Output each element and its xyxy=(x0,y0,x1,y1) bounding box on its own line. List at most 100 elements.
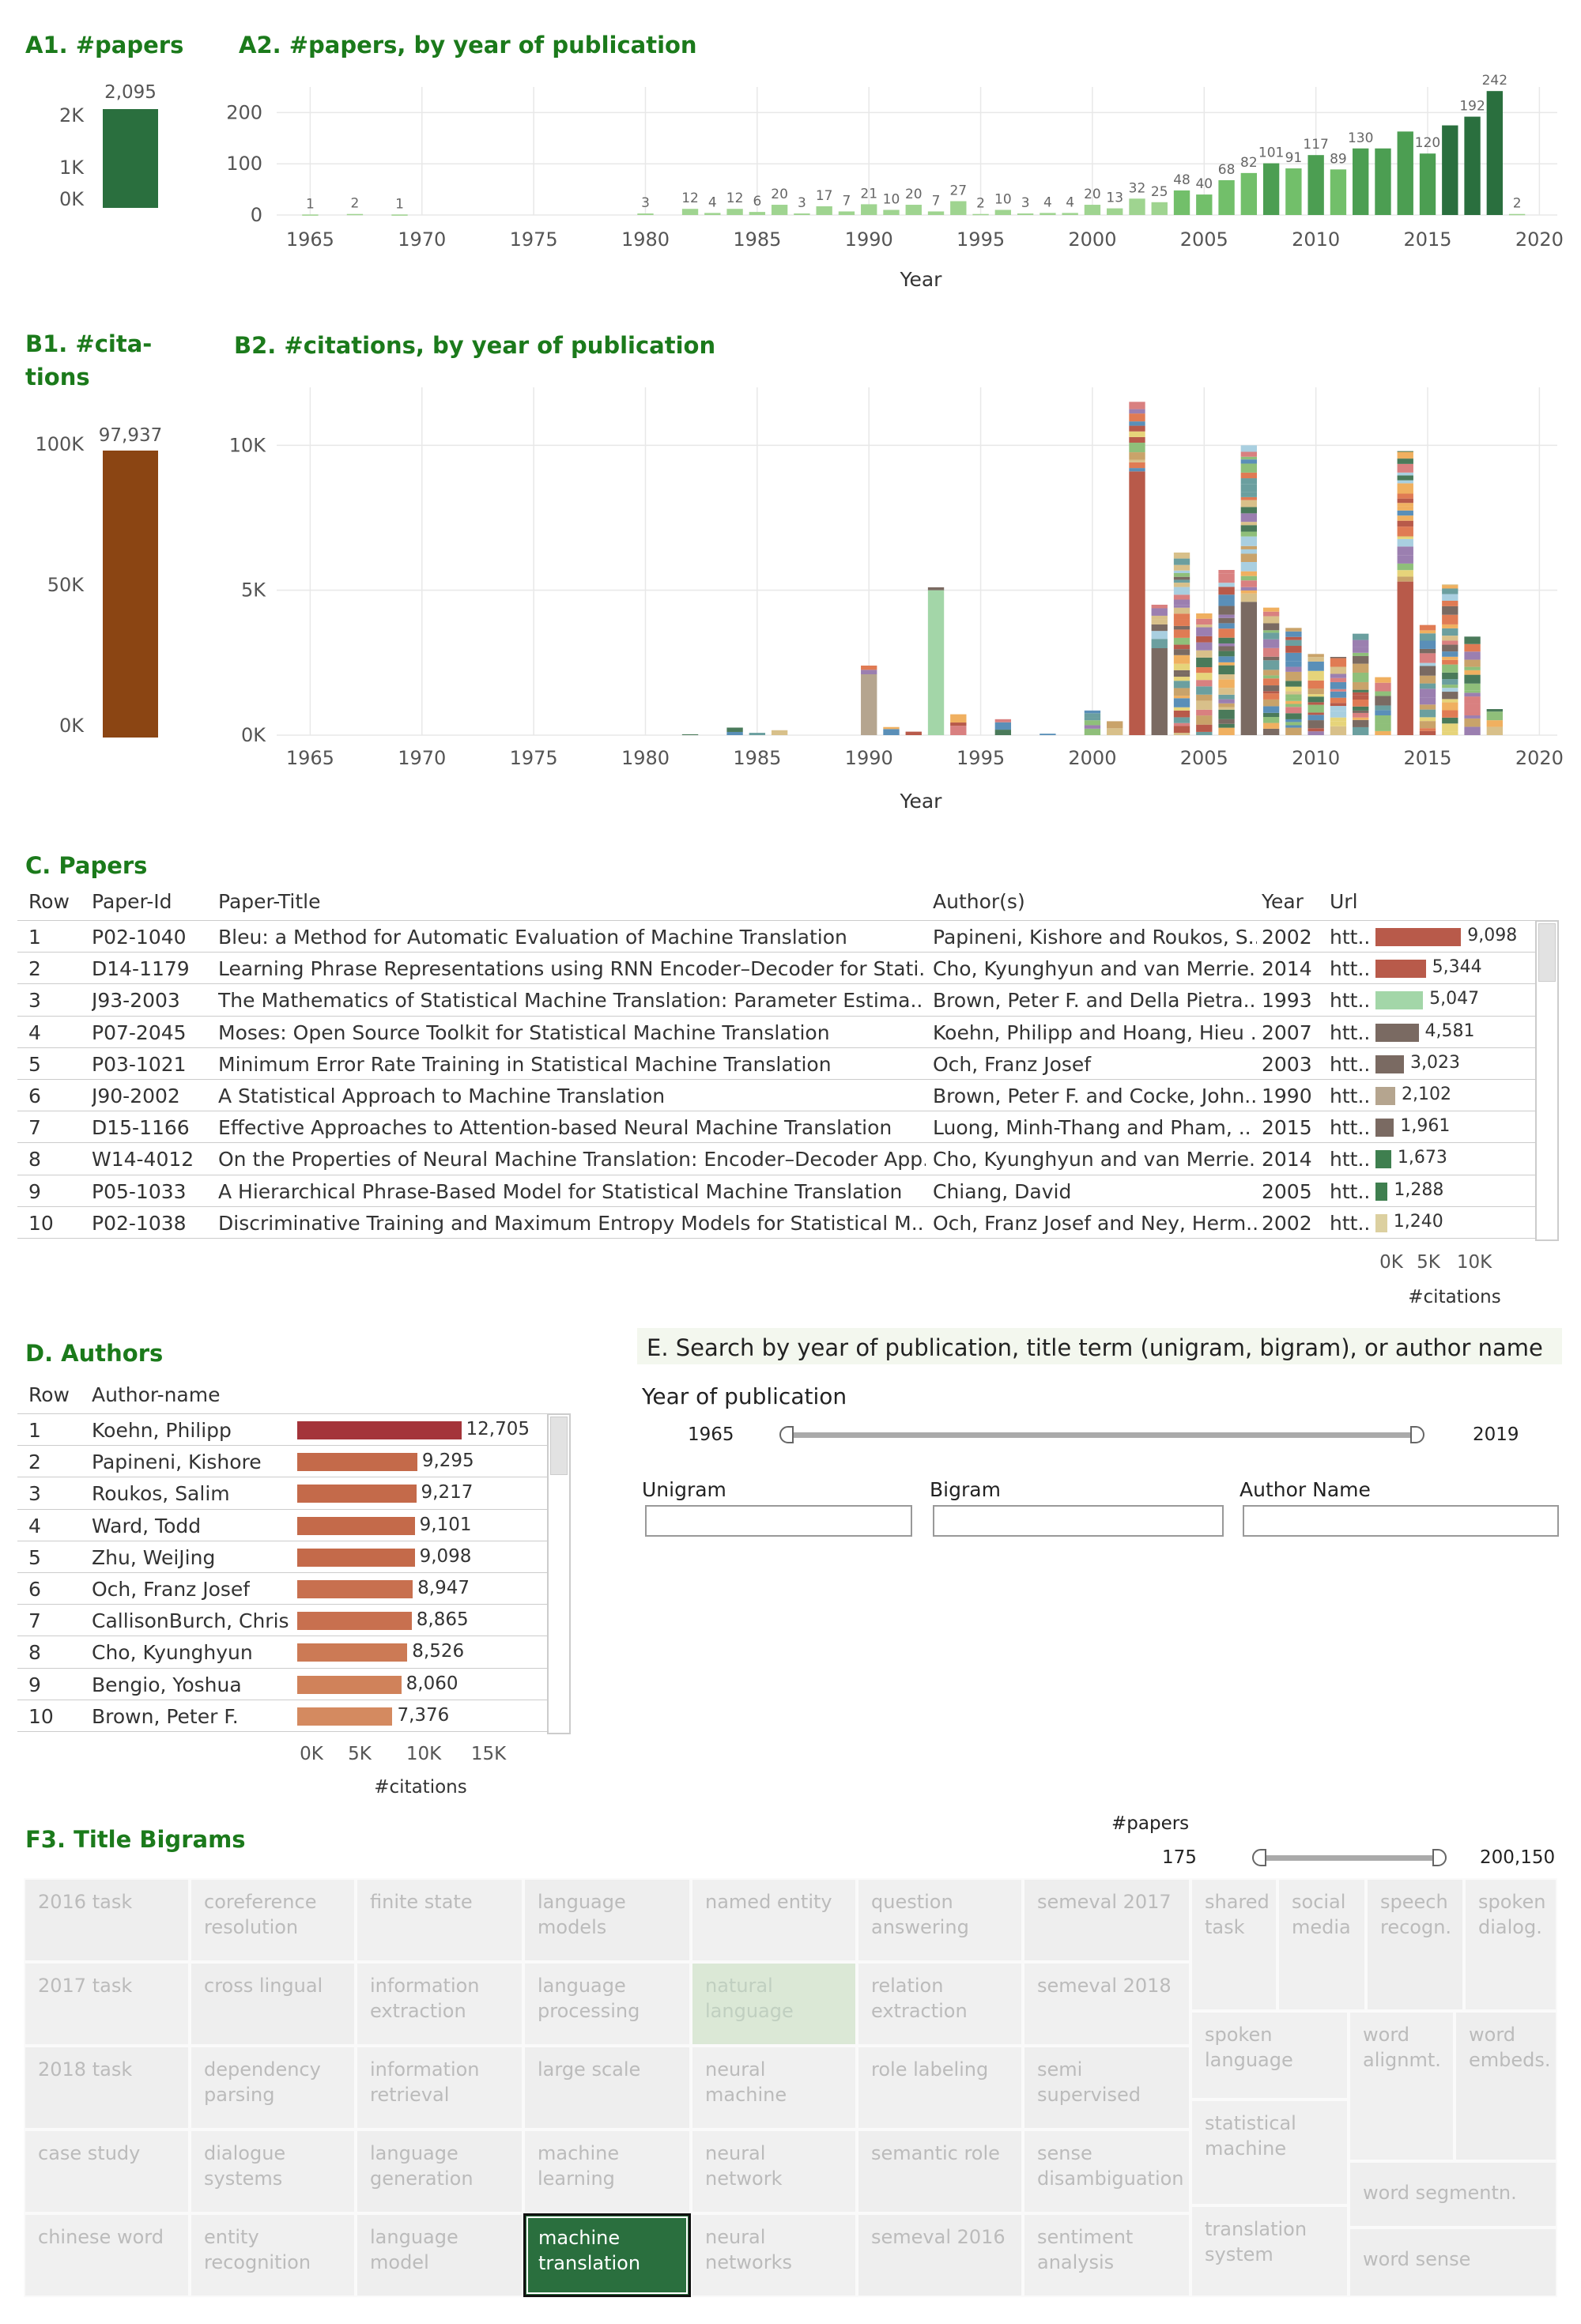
b2-bar-segment[interactable] xyxy=(1218,688,1235,695)
paper-url[interactable]: htt.. xyxy=(1330,1211,1371,1235)
table-row[interactable]: 6 J90-2002 A Statistical Approach to Machi… xyxy=(17,1079,1535,1111)
a2-bar[interactable] xyxy=(794,213,810,215)
b2-bar-segment[interactable] xyxy=(1218,594,1235,600)
bigram-tile[interactable]: translation system xyxy=(1190,2205,1349,2297)
bigram-tile[interactable]: semeval 2016 xyxy=(857,2213,1023,2297)
b2-bar-segment[interactable] xyxy=(1464,636,1481,644)
bigram-tile[interactable]: word alignmt. xyxy=(1349,2011,1455,2161)
b2-bar-segment[interactable] xyxy=(861,674,877,735)
b2-bar-segment[interactable] xyxy=(994,719,1012,722)
b2-bar-segment[interactable] xyxy=(1419,675,1436,684)
table-row[interactable]: 6 Och, Franz Josef 8,947 xyxy=(17,1572,547,1605)
b2-bar-segment[interactable] xyxy=(1419,630,1436,634)
b2-bar-segment[interactable] xyxy=(1464,659,1481,667)
b2-bar-segment[interactable] xyxy=(1285,681,1302,687)
citation-bar[interactable] xyxy=(297,1516,415,1535)
a2-bar[interactable] xyxy=(1017,213,1034,215)
b2-bar-segment[interactable] xyxy=(1285,713,1302,719)
b2-bar-segment[interactable] xyxy=(1353,695,1369,700)
b2-bar-segment[interactable] xyxy=(1262,691,1280,694)
a2-bar[interactable] xyxy=(391,214,408,216)
b2-bar-segment[interactable] xyxy=(1397,458,1413,464)
b2-bar[interactable] xyxy=(883,726,900,735)
citation-bar[interactable] xyxy=(1375,1119,1394,1137)
b2-bar-segment[interactable] xyxy=(1240,472,1258,479)
b2-bar-segment[interactable] xyxy=(1196,667,1213,673)
b2-bar-segment[interactable] xyxy=(1218,646,1235,651)
b2-bar-segment[interactable] xyxy=(1285,666,1302,672)
b2-bar-segment[interactable] xyxy=(1353,710,1369,713)
b2-bar-segment[interactable] xyxy=(1240,445,1258,452)
b2-bar-segment[interactable] xyxy=(1262,660,1280,670)
bigram-tile[interactable]: finite state xyxy=(356,1878,523,1962)
b2-bar[interactable] xyxy=(681,734,699,735)
b2-bar[interactable] xyxy=(927,587,945,735)
b2-bar-segment[interactable] xyxy=(1218,637,1235,643)
b2-bar-segment[interactable] xyxy=(1173,717,1190,723)
b2-bar-segment[interactable] xyxy=(1419,666,1436,676)
b2-bar[interactable] xyxy=(1419,624,1436,735)
b2-bar-segment[interactable] xyxy=(1262,656,1280,661)
b2-bar-segment[interactable] xyxy=(1307,704,1324,713)
b2-bar-segment[interactable] xyxy=(1262,717,1280,723)
b2-bar-segment[interactable] xyxy=(1353,681,1369,690)
b2-bar-segment[interactable] xyxy=(1240,478,1258,485)
b2-bar-segment[interactable] xyxy=(1240,463,1258,473)
b2-bar[interactable] xyxy=(1330,657,1347,735)
b2-bar-segment[interactable] xyxy=(1262,678,1280,686)
b2-bar-segment[interactable] xyxy=(1442,664,1458,673)
b2-bar-segment[interactable] xyxy=(1173,629,1190,638)
paper-url[interactable]: htt.. xyxy=(1330,1021,1371,1044)
b2-bar-segment[interactable] xyxy=(1442,588,1458,594)
b2-bar[interactable] xyxy=(771,730,788,735)
b2-bar-segment[interactable] xyxy=(1218,703,1235,707)
b2-bar-segment[interactable] xyxy=(749,733,766,735)
b2-bar-segment[interactable] xyxy=(1464,718,1481,727)
col-header-year[interactable]: Year xyxy=(1262,890,1304,913)
b2-bar-segment[interactable] xyxy=(1285,691,1302,695)
bigram-tile[interactable]: case study xyxy=(24,2130,190,2213)
b2-bar-segment[interactable] xyxy=(1353,700,1369,707)
unigram-input[interactable] xyxy=(645,1505,912,1537)
b2-bar-segment[interactable] xyxy=(1196,627,1213,636)
b2-bar-segment[interactable] xyxy=(1084,720,1101,726)
b2-bar-segment[interactable] xyxy=(1240,536,1258,546)
b2-bar-segment[interactable] xyxy=(1240,549,1258,554)
b2-bar-segment[interactable] xyxy=(1442,685,1458,689)
a2-bar[interactable] xyxy=(346,213,364,216)
a2-bar[interactable] xyxy=(681,209,699,215)
b2-bar-segment[interactable] xyxy=(1285,725,1302,728)
b2-bar-segment[interactable] xyxy=(1397,581,1413,735)
b2-bar-segment[interactable] xyxy=(1196,686,1213,695)
bigram-tile[interactable]: chinese word xyxy=(24,2213,190,2297)
b2-bar-segment[interactable] xyxy=(1285,686,1302,692)
a2-bar[interactable] xyxy=(726,209,743,215)
b2-bar-segment[interactable] xyxy=(1262,706,1280,713)
b2-bar-segment[interactable] xyxy=(1218,614,1235,618)
b2-bar-segment[interactable] xyxy=(1464,715,1481,719)
b2-bar-segment[interactable] xyxy=(1442,614,1458,624)
b2-bar-segment[interactable] xyxy=(1240,459,1258,464)
b2-bar-segment[interactable] xyxy=(1151,624,1168,632)
b2-bar-segment[interactable] xyxy=(1419,689,1436,698)
b2-bar-segment[interactable] xyxy=(1173,663,1190,670)
b2-bar-segment[interactable] xyxy=(1307,661,1324,671)
b2-bar-segment[interactable] xyxy=(1240,451,1258,457)
bigram-tile[interactable]: sense disambiguation xyxy=(1023,2130,1190,2213)
b2-bar-segment[interactable] xyxy=(1285,636,1302,640)
b2-bar-segment[interactable] xyxy=(1196,613,1213,619)
table-row[interactable]: 9 P05-1033 A Hierarchical Phrase-Based Mod… xyxy=(17,1174,1535,1207)
citation-bar[interactable] xyxy=(297,1421,462,1439)
b2-bar-segment[interactable] xyxy=(1129,468,1145,472)
b2-bar-segment[interactable] xyxy=(1486,711,1504,721)
b2-bar-segment[interactable] xyxy=(1240,571,1258,576)
b2-bar[interactable] xyxy=(905,731,922,735)
bigram-tile[interactable]: question answering xyxy=(857,1878,1023,1962)
b2-bar-segment[interactable] xyxy=(1173,637,1190,643)
a2-bar[interactable] xyxy=(1240,172,1258,215)
paper-url[interactable]: htt.. xyxy=(1330,1148,1371,1171)
b2-bar-segment[interactable] xyxy=(1307,715,1324,721)
b2-bar-segment[interactable] xyxy=(1330,673,1347,678)
b2-bar-segment[interactable] xyxy=(1240,575,1258,581)
citation-bar[interactable] xyxy=(297,1643,408,1662)
